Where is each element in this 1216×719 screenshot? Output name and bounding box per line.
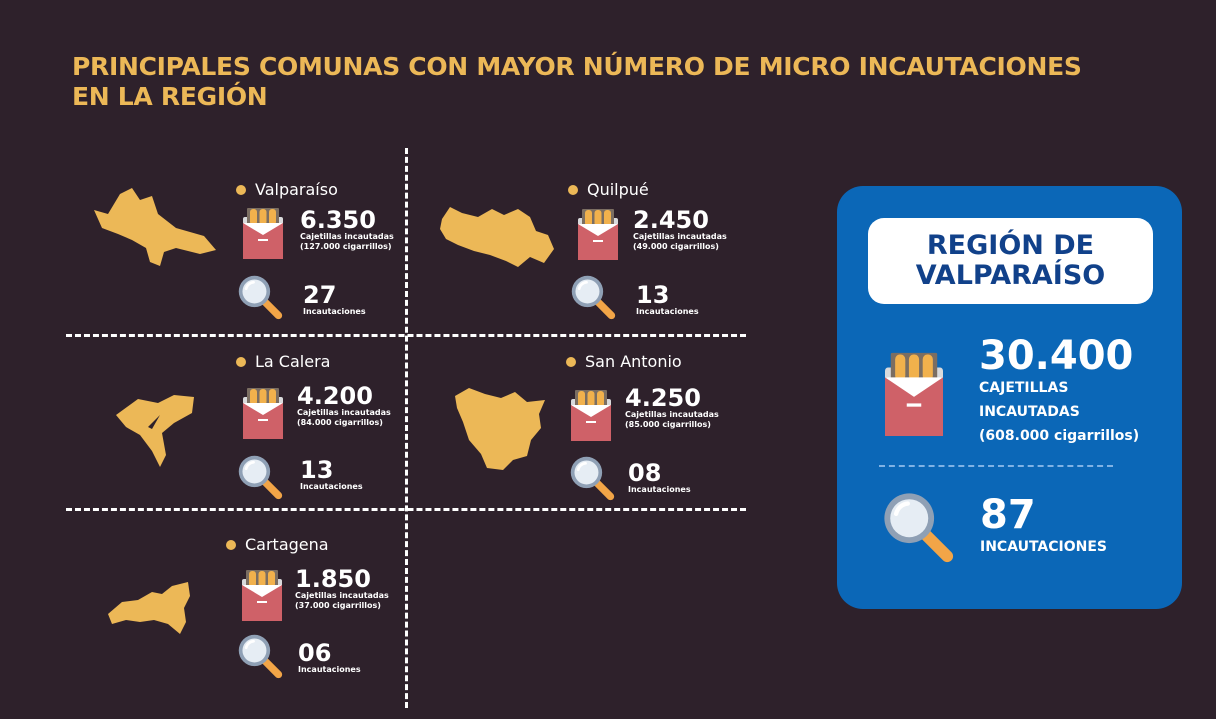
commune-name-san-antonio: San Antonio bbox=[566, 352, 682, 371]
page-title-line1: PRINCIPALES COMUNAS CON MAYOR NÚMERO DE … bbox=[72, 52, 1082, 81]
bullet-dot bbox=[236, 184, 246, 195]
san-antonio-seizures: 08 Incautaciones bbox=[628, 459, 691, 494]
valparaiso-map-shape bbox=[92, 188, 218, 268]
commune-name-valparaiso: Valparaíso bbox=[236, 180, 338, 199]
cigarette-pack-icon bbox=[578, 206, 618, 260]
cigarette-pack-icon bbox=[242, 567, 282, 621]
valparaiso-seizures: 27 Incautaciones bbox=[303, 281, 366, 316]
cigarette-pack-icon bbox=[571, 387, 611, 441]
magnifier-icon bbox=[569, 273, 617, 321]
region-title: REGIÓN DE VALPARAÍSO bbox=[868, 218, 1153, 304]
la-calera-packs: 4.200 Cajetillas incautadas (84.000 ciga… bbox=[297, 382, 391, 427]
magnifier-icon bbox=[236, 632, 284, 680]
magnifier-icon bbox=[236, 453, 284, 501]
region-summary-card: REGIÓN DE VALPARAÍSO 30.400 CAJETILLAS I… bbox=[837, 186, 1182, 609]
la-calera-seizures: 13 Incautaciones bbox=[300, 456, 363, 491]
cartagena-map-shape bbox=[108, 580, 192, 636]
magnifier-icon bbox=[880, 489, 956, 565]
la-calera-map-shape bbox=[114, 393, 196, 469]
commune-name-cartagena: Cartagena bbox=[226, 535, 329, 554]
valparaiso-packs: 6.350 Cajetillas incautadas (127.000 cig… bbox=[300, 206, 394, 251]
magnifier-icon bbox=[236, 273, 284, 321]
san-antonio-map-shape bbox=[455, 388, 547, 472]
region-seizures: 87 INCAUTACIONES bbox=[980, 492, 1108, 555]
cigarette-pack-icon bbox=[243, 385, 283, 439]
page-title-line2: EN LA REGIÓN bbox=[72, 82, 268, 111]
commune-name-quilpue: Quilpué bbox=[568, 180, 649, 199]
cigarette-pack-icon bbox=[243, 205, 283, 259]
quilpue-seizures: 13 Incautaciones bbox=[636, 281, 699, 316]
san-antonio-packs: 4.250 Cajetillas incautadas (85.000 ciga… bbox=[625, 384, 719, 429]
horizontal-divider-1 bbox=[66, 334, 746, 337]
region-card-divider bbox=[879, 465, 1113, 467]
commune-name-la-calera: La Calera bbox=[236, 352, 330, 371]
region-packs: 30.400 CAJETILLAS INCAUTADAS (608.000 ci… bbox=[979, 333, 1140, 444]
cartagena-seizures: 06 Incautaciones bbox=[298, 639, 361, 674]
bullet-dot bbox=[226, 539, 236, 550]
cigarette-pack-icon bbox=[885, 348, 943, 436]
page-title: PRINCIPALES COMUNAS CON MAYOR NÚMERO DE … bbox=[72, 52, 1192, 112]
quilpue-packs: 2.450 Cajetillas incautadas (49.000 ciga… bbox=[633, 206, 727, 251]
magnifier-icon bbox=[568, 454, 616, 502]
horizontal-divider-2 bbox=[66, 508, 746, 511]
bullet-dot bbox=[568, 184, 578, 195]
vertical-divider bbox=[405, 148, 408, 708]
cartagena-packs: 1.850 Cajetillas incautadas (37.000 ciga… bbox=[295, 565, 389, 610]
bullet-dot bbox=[236, 356, 246, 367]
bullet-dot bbox=[566, 356, 576, 367]
quilpue-map-shape bbox=[438, 205, 556, 269]
